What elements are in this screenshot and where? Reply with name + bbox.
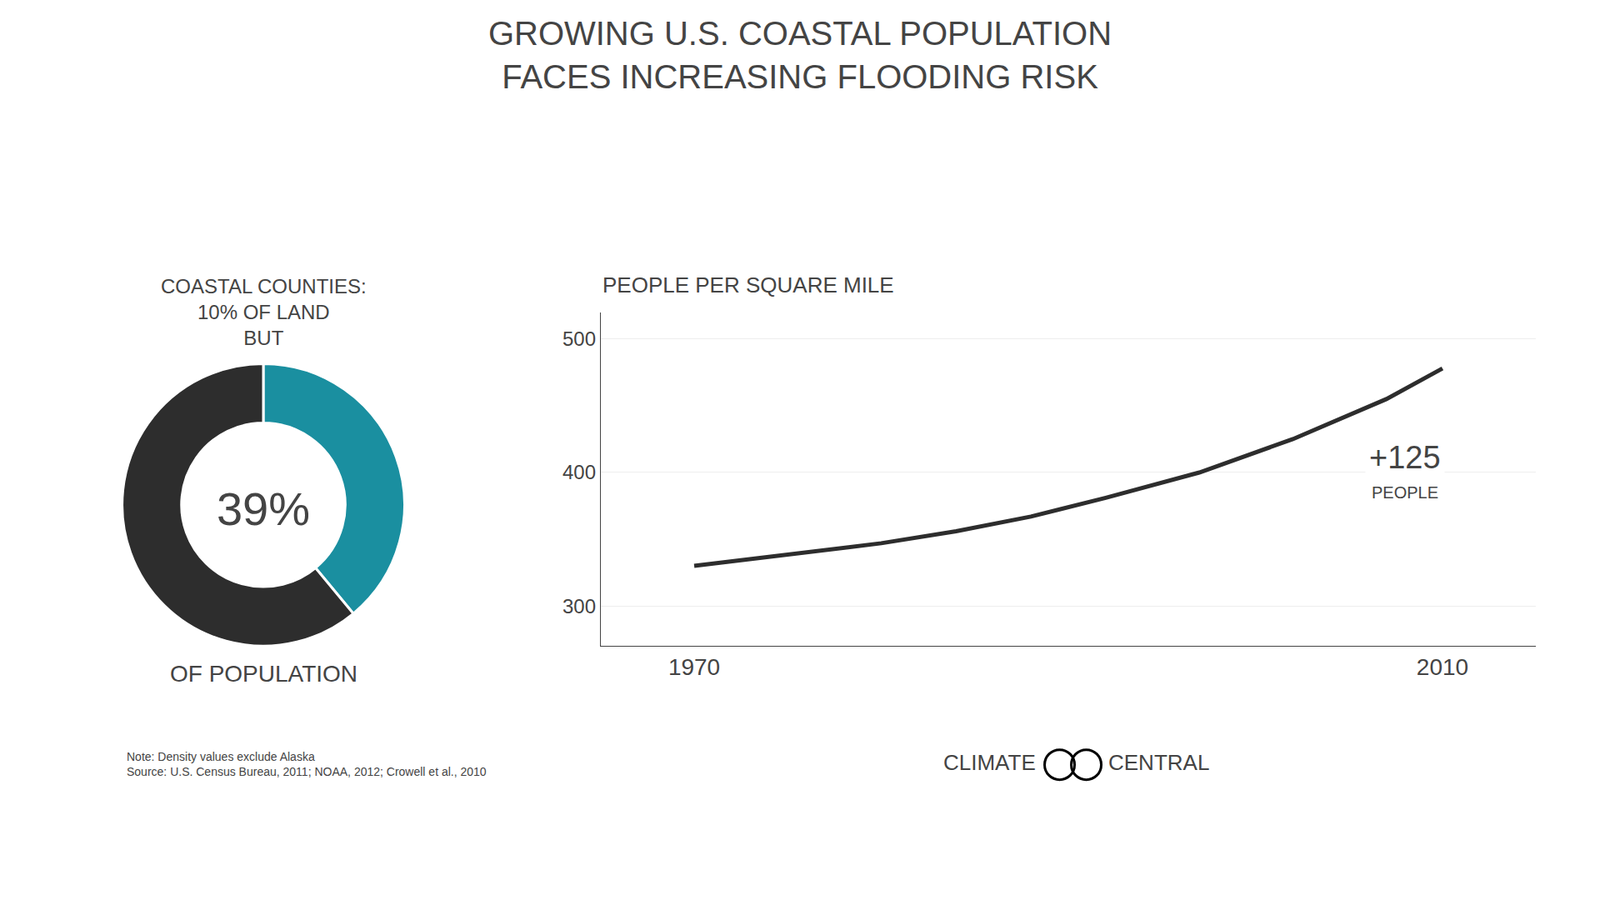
svg-text:300: 300 [562,595,596,618]
svg-text:COASTAL COUNTIES:10% OF LANDBU: COASTAL COUNTIES:10% OF LANDBUT [160,275,367,350]
svg-text:39%: 39% [216,482,310,535]
svg-text:GROWING U.S. COASTAL POPULATIO: GROWING U.S. COASTAL POPULATIONFACES INC… [488,15,1112,95]
svg-text:PEOPLE PER SQUARE MILE: PEOPLE PER SQUARE MILE [602,272,895,298]
svg-text:PEOPLE: PEOPLE [1371,483,1439,502]
svg-text:2010: 2010 [1416,654,1469,680]
svg-text:400: 400 [562,460,596,484]
svg-text:OF POPULATION: OF POPULATION [170,660,358,687]
svg-text:500: 500 [562,327,596,350]
svg-text:Note: Density values exclude A: Note: Density values exclude AlaskaSourc… [126,750,487,779]
svg-text:CLIMATE: CLIMATE [943,750,1036,775]
svg-text:1970: 1970 [668,654,720,680]
svg-text:CENTRAL: CENTRAL [1108,750,1210,775]
svg-text:+125: +125 [1369,440,1441,475]
